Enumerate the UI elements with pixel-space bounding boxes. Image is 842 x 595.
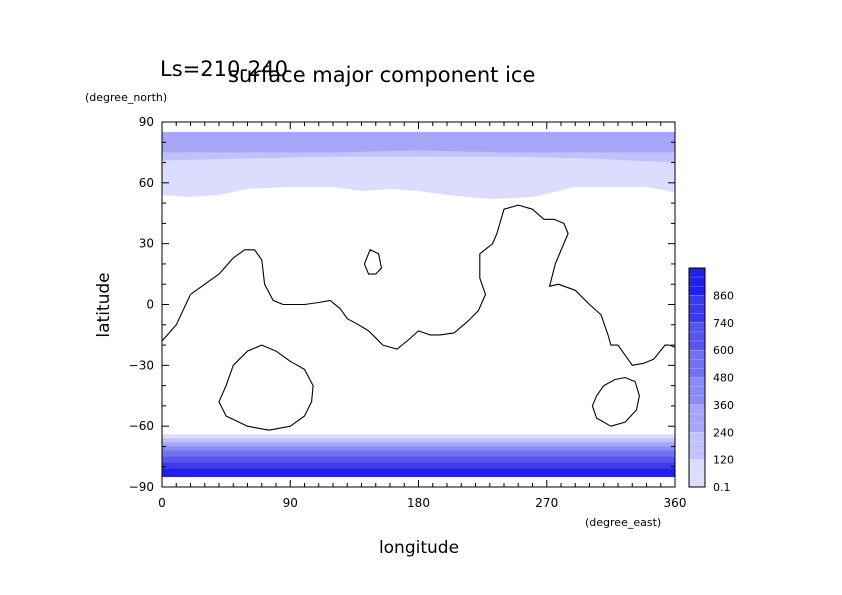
axis-ticks: 0 90 180 270 360 90 60 30 0 −30 −60 −90 [129,115,687,510]
x-tick-label: 0 [158,496,166,510]
x-axis-label: longitude [379,538,459,558]
colorbar-swatch [689,432,705,460]
plot-area [161,132,676,477]
colorbar-label: 740 [713,317,734,330]
y-tick-label: 0 [146,298,154,312]
y-tick-label: −30 [129,358,154,372]
y-tick-label: −60 [129,419,154,433]
colorbar-label: 0.1 [713,481,731,494]
x-tick-label: 270 [535,496,558,510]
chart-title: surface major component ice [228,63,535,87]
south-cap-level-7 [162,468,675,477]
colorbar-label: 120 [713,454,734,467]
colorbar-swatch [689,404,705,433]
colorbar: 0.1 120 240 360 480 600 740 860 [688,267,734,494]
y-tick-label: 90 [139,115,154,129]
y-axis-label: latitude [94,272,114,337]
y-units: (degree_north) [85,91,167,104]
y-tick-label: 30 [139,237,154,251]
x-tick-label: 90 [283,496,298,510]
colorbar-swatch [689,268,705,296]
x-tick-label: 360 [664,496,687,510]
colorbar-frame [688,267,706,488]
contour-hellas [218,344,314,431]
colorbar-swatch [689,295,705,323]
chart-subtitle: Ls=210-240 [160,57,288,81]
colorbar-label: 360 [713,399,734,412]
contour-elysium [363,249,382,275]
colorbar-label: 860 [713,289,734,302]
colorbar-label: 240 [713,426,734,439]
north-cap-level-2 [162,132,675,153]
colorbar-swatch [689,459,705,487]
colorbar-label: 600 [713,344,734,357]
y-tick-label: 60 [139,176,154,190]
plot-frame [161,121,676,488]
colorbar-label: 480 [713,372,734,385]
contour-argyre [591,376,640,427]
contour-main [161,204,676,366]
colorbar-swatch [689,350,705,378]
y-tick-label: −90 [129,480,154,494]
colorbar-swatch [689,377,705,405]
x-units: (degree_east) [585,516,661,529]
x-tick-label: 180 [407,496,430,510]
colorbar-swatch [689,322,705,351]
